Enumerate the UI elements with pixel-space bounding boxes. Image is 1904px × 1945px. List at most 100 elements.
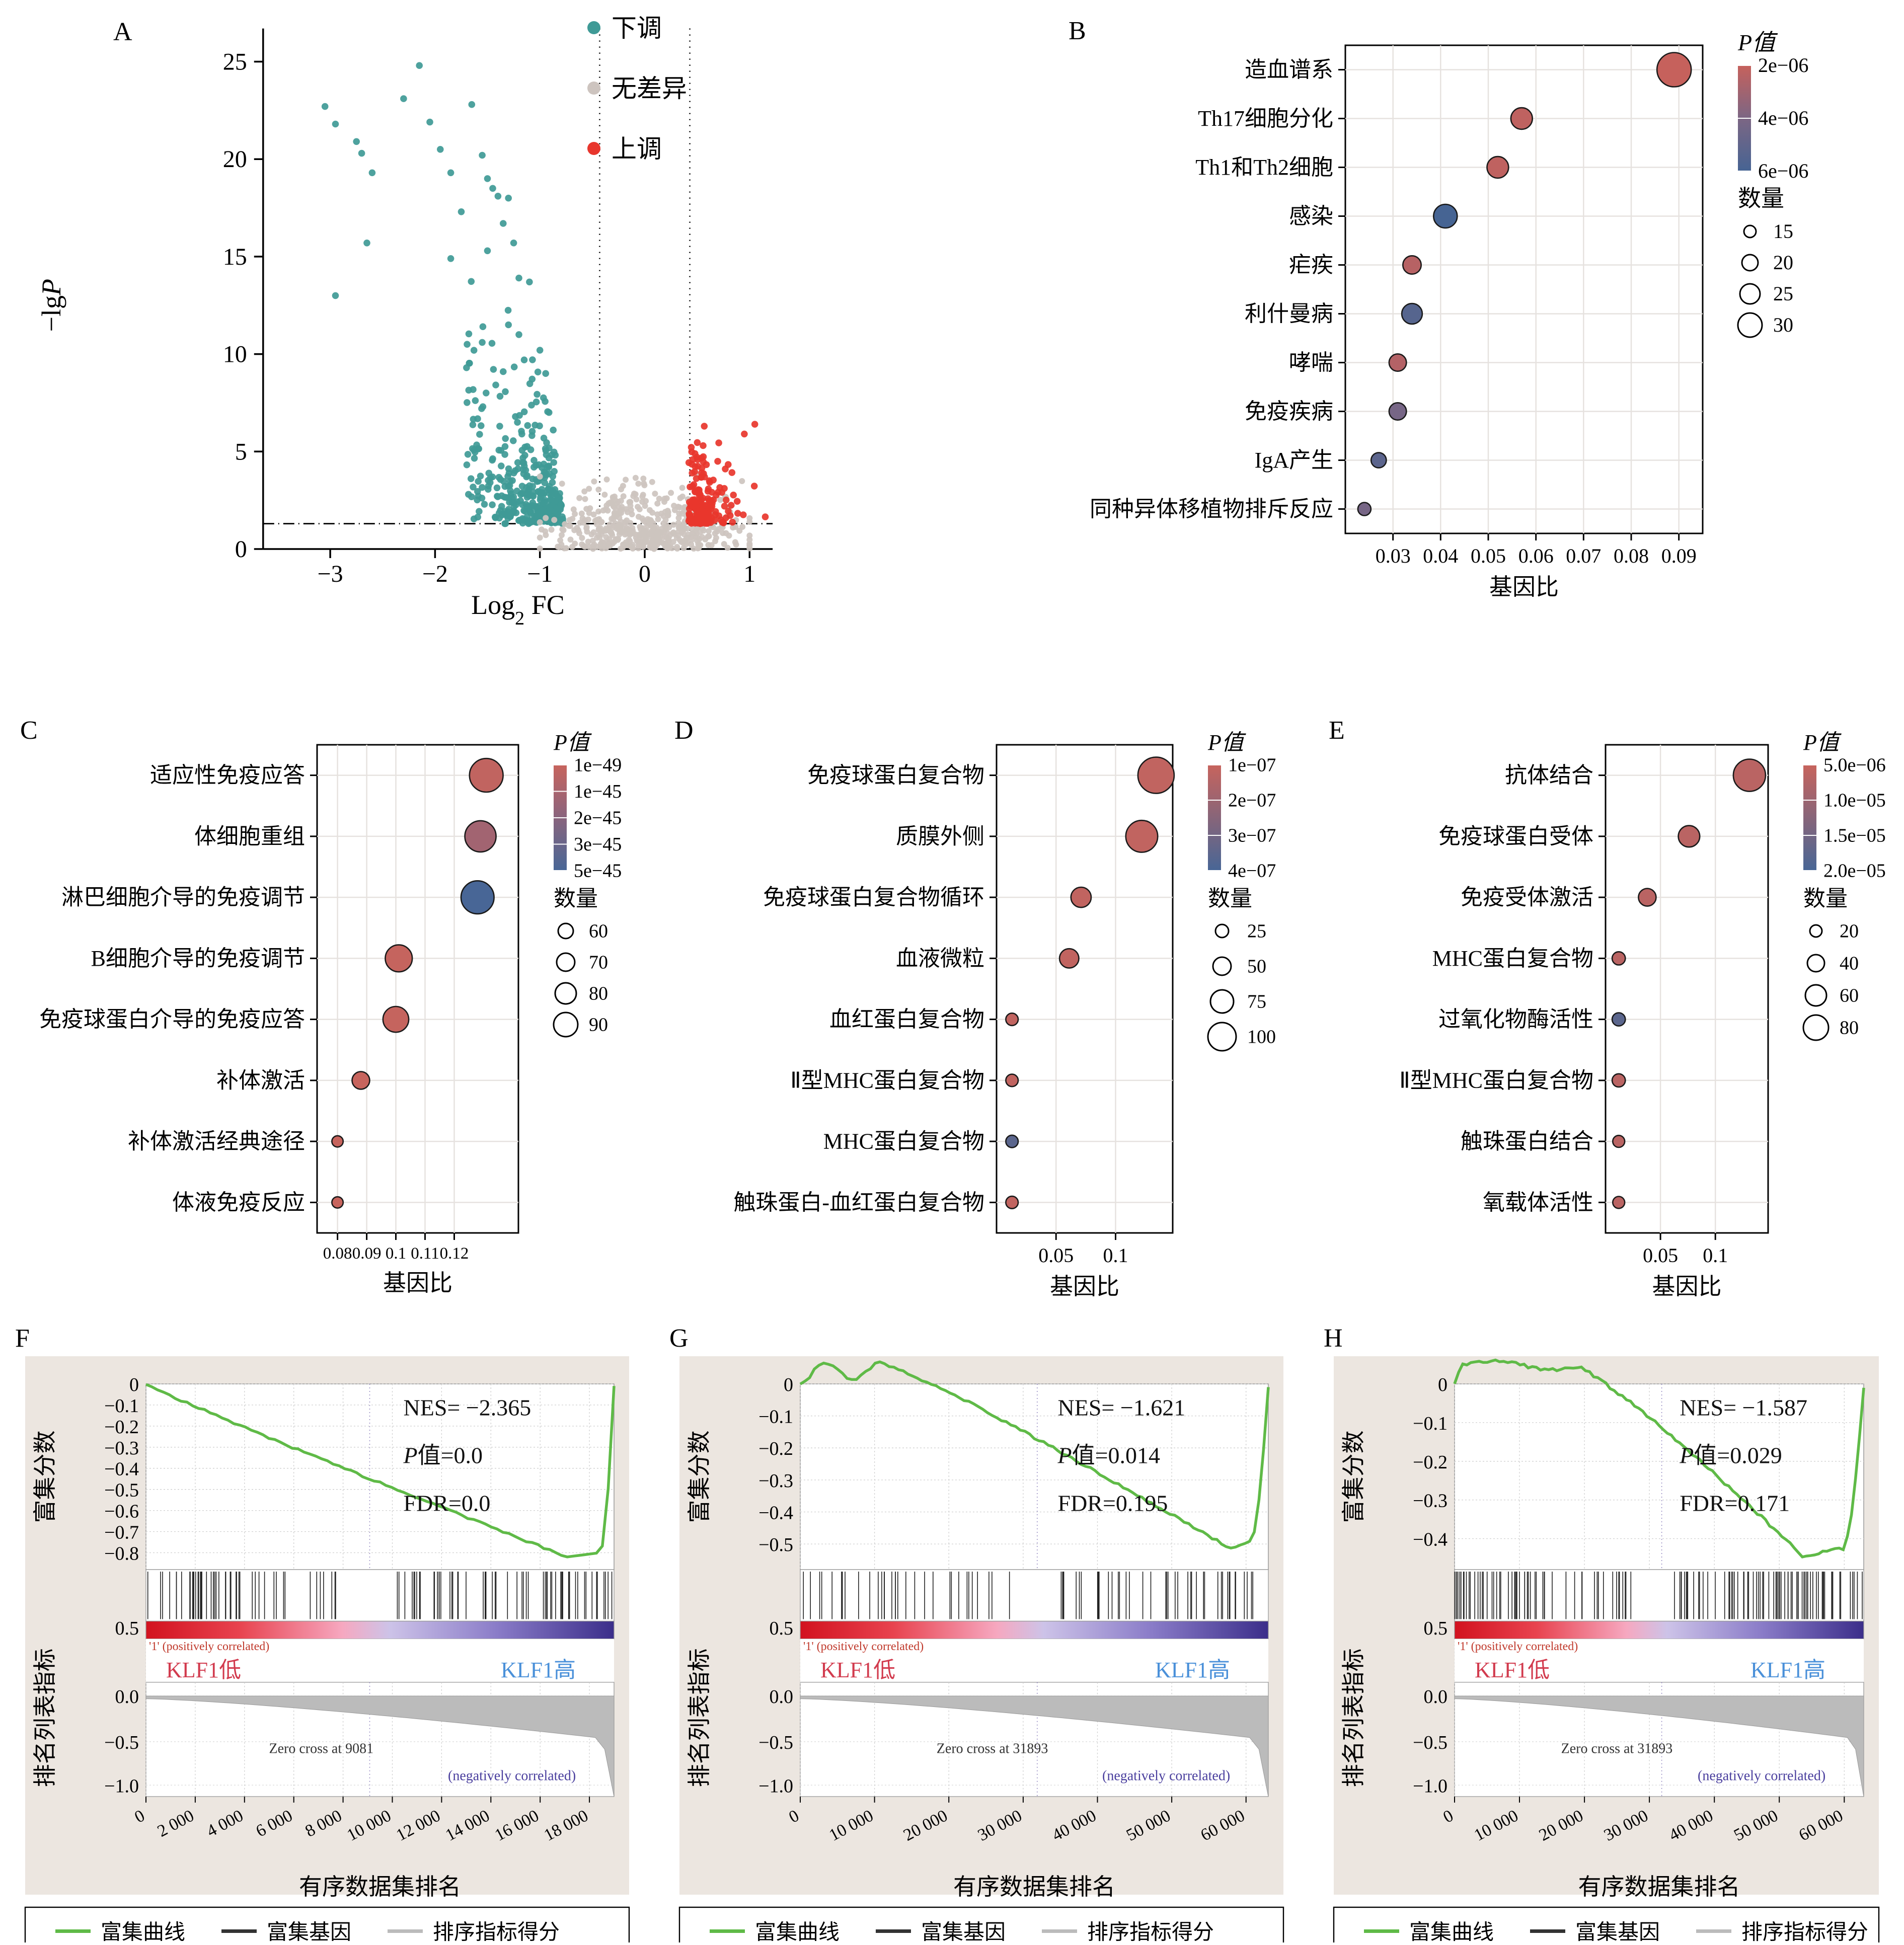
svg-text:KLF1高: KLF1高 [1750, 1658, 1825, 1682]
svg-text:0: 0 [235, 536, 247, 563]
svg-text:P值: P值 [1207, 730, 1246, 755]
svg-text:富集曲线: 富集曲线 [755, 1921, 840, 1943]
svg-text:50: 50 [1247, 956, 1266, 977]
svg-text:NES= −2.365: NES= −2.365 [404, 1395, 531, 1421]
svg-text:−1.0: −1.0 [758, 1775, 793, 1797]
svg-text:−0.3: −0.3 [104, 1438, 139, 1459]
svg-text:B细胞介导的免疫调节: B细胞介导的免疫调节 [91, 946, 305, 971]
svg-text:富集分数: 富集分数 [687, 1431, 712, 1523]
svg-text:免疫球蛋白受体: 免疫球蛋白受体 [1438, 824, 1593, 848]
svg-text:氧载体活性: 氧载体活性 [1483, 1190, 1593, 1215]
svg-text:0.5: 0.5 [770, 1618, 794, 1639]
svg-text:数量: 数量 [1803, 886, 1848, 911]
svg-text:−0.5: −0.5 [104, 1480, 139, 1501]
svg-text:FDR=0.0: FDR=0.0 [404, 1491, 491, 1516]
svg-text:0.5: 0.5 [115, 1618, 139, 1639]
svg-text:0: 0 [639, 561, 651, 587]
svg-text:F: F [15, 1324, 30, 1353]
svg-text:25: 25 [1773, 282, 1793, 305]
svg-text:3e−07: 3e−07 [1228, 825, 1276, 846]
svg-text:P值: P值 [1737, 30, 1778, 55]
svg-text:体细胞重组: 体细胞重组 [194, 824, 305, 848]
svg-text:适应性免疫应答: 适应性免疫应答 [150, 763, 305, 788]
svg-text:0.03: 0.03 [1376, 544, 1411, 567]
svg-text:免疫疾病: 免疫疾病 [1245, 399, 1333, 424]
svg-text:60: 60 [1840, 985, 1859, 1006]
svg-text:4e−07: 4e−07 [1228, 861, 1276, 882]
svg-text:富集基因: 富集基因 [1575, 1921, 1660, 1943]
svg-text:富集基因: 富集基因 [267, 1921, 351, 1943]
svg-text:A: A [113, 18, 132, 46]
svg-text:哮喘: 哮喘 [1289, 350, 1333, 375]
svg-text:免疫受体激活: 免疫受体激活 [1461, 885, 1593, 910]
svg-text:淋巴细胞介导的免疫调节: 淋巴细胞介导的免疫调节 [61, 885, 305, 910]
svg-text:0.1: 0.1 [1103, 1244, 1128, 1267]
svg-text:0.08: 0.08 [323, 1244, 352, 1263]
svg-text:1.0e−05: 1.0e−05 [1823, 790, 1886, 811]
svg-text:30: 30 [1773, 314, 1793, 336]
svg-text:0: 0 [129, 1374, 139, 1395]
svg-text:0.1: 0.1 [1703, 1244, 1728, 1267]
svg-text:25: 25 [1247, 921, 1266, 942]
svg-text:KLF1低: KLF1低 [820, 1658, 895, 1682]
svg-text:60: 60 [589, 921, 608, 942]
svg-text:5e−45: 5e−45 [574, 861, 622, 882]
svg-text:KLF1低: KLF1低 [166, 1658, 241, 1682]
svg-text:Log2 FC: Log2 FC [471, 590, 565, 629]
svg-text:−1: −1 [527, 561, 553, 587]
svg-text:−0.3: −0.3 [1413, 1491, 1448, 1512]
svg-text:15: 15 [223, 244, 247, 270]
svg-text:0.0: 0.0 [1424, 1686, 1448, 1707]
svg-text:基因比: 基因比 [383, 1270, 452, 1296]
svg-text:−0.4: −0.4 [758, 1503, 793, 1524]
svg-text:25: 25 [223, 49, 247, 75]
svg-text:G: G [669, 1324, 689, 1353]
svg-text:MHC蛋白复合物: MHC蛋白复合物 [823, 1129, 984, 1154]
svg-text:0.09: 0.09 [1661, 544, 1697, 567]
svg-text:−0.5: −0.5 [758, 1732, 793, 1753]
svg-text:富集分数: 富集分数 [32, 1431, 58, 1523]
svg-text:排名列表指标: 排名列表指标 [1341, 1648, 1366, 1787]
svg-text:NES= −1.587: NES= −1.587 [1680, 1395, 1807, 1421]
svg-text:FDR=0.171: FDR=0.171 [1680, 1491, 1790, 1516]
svg-text:KLF1高: KLF1高 [501, 1658, 576, 1682]
svg-text:抗体结合: 抗体结合 [1505, 763, 1593, 788]
svg-text:−0.4: −0.4 [104, 1459, 139, 1480]
svg-text:体液免疫反应: 体液免疫反应 [172, 1190, 305, 1215]
svg-text:基因比: 基因比 [1050, 1274, 1119, 1299]
svg-text:100: 100 [1247, 1027, 1276, 1048]
svg-text:0.5: 0.5 [1424, 1618, 1448, 1639]
svg-text:1.5e−05: 1.5e−05 [1823, 825, 1886, 846]
svg-text:2e−07: 2e−07 [1228, 790, 1276, 811]
svg-text:20: 20 [1773, 251, 1793, 274]
svg-text:富集曲线: 富集曲线 [101, 1921, 185, 1943]
svg-text:质膜外侧: 质膜外侧 [896, 824, 984, 848]
svg-text:1e−45: 1e−45 [574, 781, 622, 802]
svg-text:0: 0 [784, 1374, 793, 1395]
svg-text:−0.7: −0.7 [104, 1522, 139, 1543]
svg-text:0.05: 0.05 [1643, 1244, 1678, 1267]
svg-text:−0.2: −0.2 [104, 1417, 139, 1438]
svg-text:排序指标得分: 排序指标得分 [433, 1921, 560, 1943]
svg-text:免疫球蛋白介导的免疫应答: 免疫球蛋白介导的免疫应答 [39, 1007, 305, 1032]
svg-text:20: 20 [223, 146, 247, 173]
svg-text:有序数据集排名: 有序数据集排名 [299, 1874, 461, 1900]
svg-text:0.06: 0.06 [1518, 544, 1554, 567]
svg-text:P值=0.029: P值=0.029 [1679, 1443, 1782, 1468]
svg-text:0.05: 0.05 [1471, 544, 1506, 567]
svg-text:数量: 数量 [1208, 886, 1252, 911]
svg-text:补体激活经典途径: 补体激活经典途径 [128, 1129, 305, 1154]
svg-text:0: 0 [1438, 1374, 1448, 1395]
svg-text:−0.1: −0.1 [104, 1395, 139, 1417]
svg-text:无差异: 无差异 [612, 74, 687, 103]
svg-text:触珠蛋白结合: 触珠蛋白结合 [1461, 1129, 1593, 1154]
svg-text:−2: −2 [422, 561, 448, 587]
svg-text:−0.5: −0.5 [1413, 1732, 1448, 1753]
svg-text:5: 5 [235, 438, 247, 465]
svg-text:−0.4: −0.4 [1413, 1529, 1448, 1550]
svg-text:−0.5: −0.5 [104, 1732, 139, 1753]
svg-text:C: C [20, 716, 38, 745]
svg-text:富集分数: 富集分数 [1341, 1431, 1366, 1523]
svg-text:−0.1: −0.1 [1413, 1413, 1448, 1434]
svg-text:−0.8: −0.8 [104, 1543, 139, 1565]
